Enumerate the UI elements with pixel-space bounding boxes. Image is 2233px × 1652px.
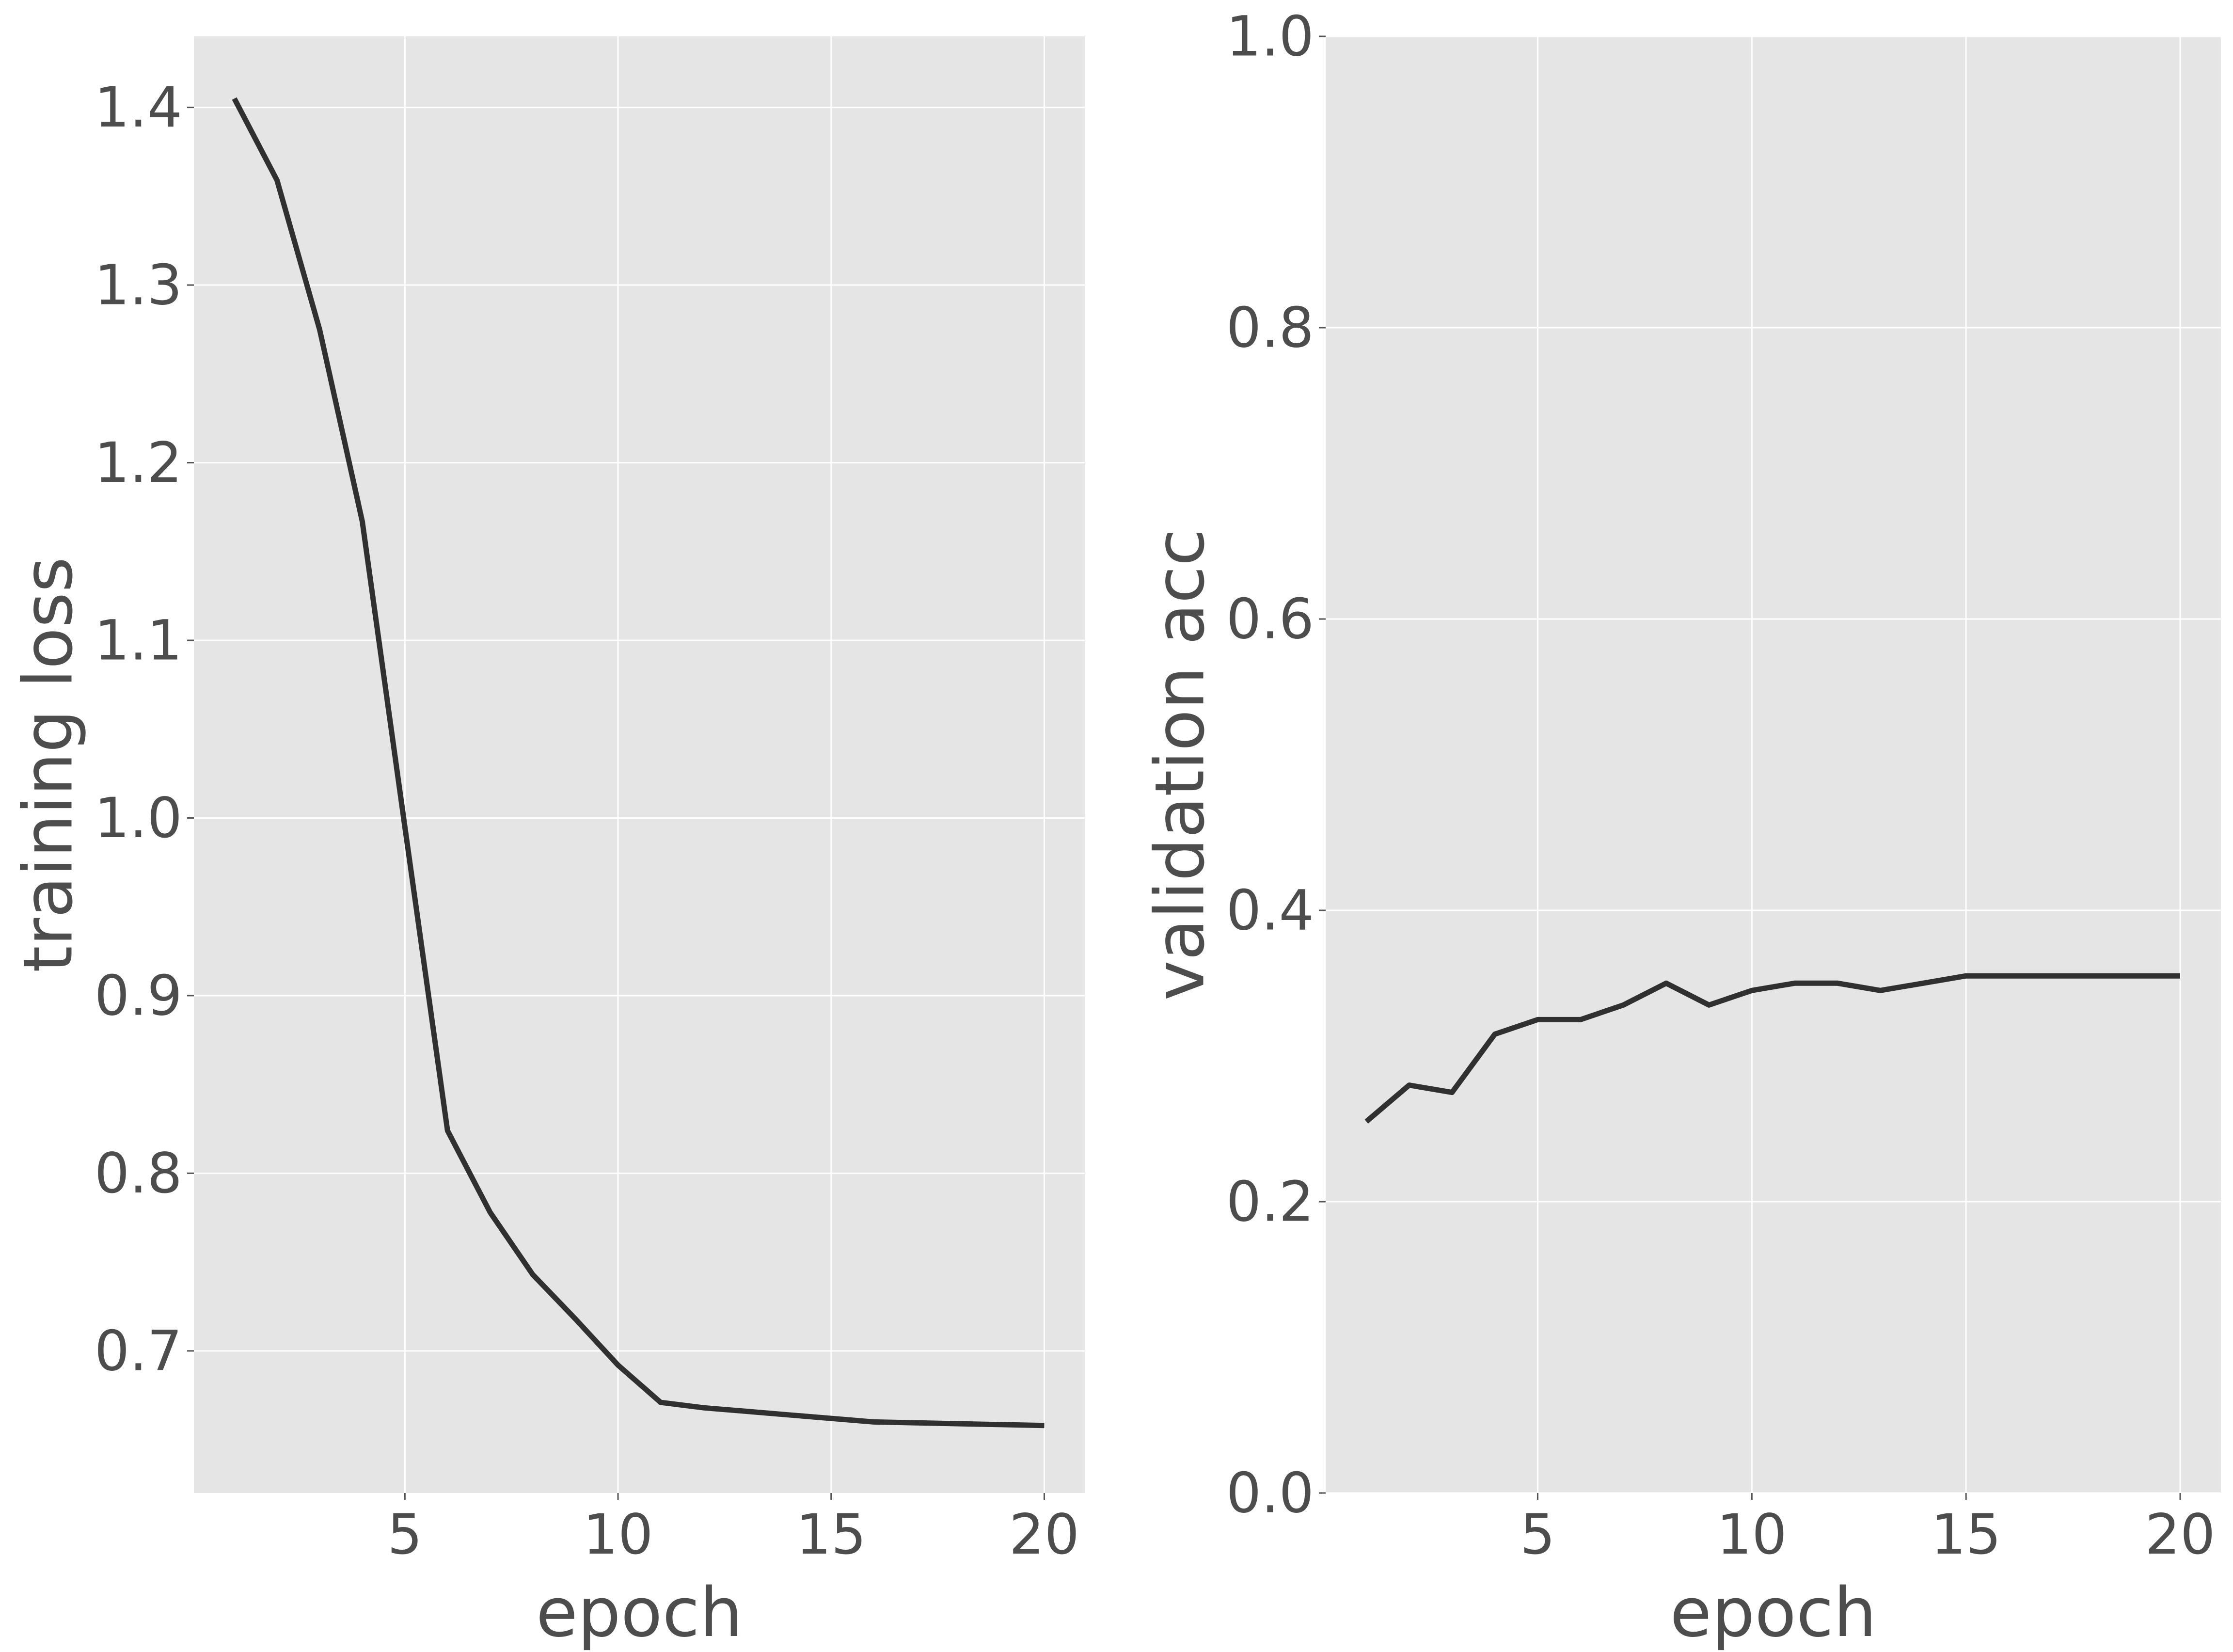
x-tick-label: 10	[583, 1502, 653, 1567]
data-point	[872, 1420, 876, 1424]
data-point	[317, 328, 321, 332]
data-point	[787, 1413, 791, 1417]
x-tick-label: 20	[1009, 1502, 1079, 1567]
data-point	[233, 96, 237, 100]
y-tick-label: 1.3	[95, 253, 182, 318]
x-tick-label: 10	[1717, 1502, 1787, 1567]
y-tick-label: 1.0	[95, 786, 182, 850]
validation-acc-panel: 5 10 15 20 0.0 0.2 0.4 0.6 0.8 1.0 epoch validation…	[1141, 4, 2221, 1652]
data-point	[1042, 1424, 1046, 1428]
y-tick-label: 0.0	[1226, 1461, 1314, 1525]
x-tick-label: 5	[1520, 1502, 1555, 1567]
y-tick-label: 0.8	[1226, 296, 1314, 360]
plot-area	[194, 36, 1085, 1493]
x-tick-label: 20	[2145, 1502, 2216, 1567]
y-tick-label: 0.6	[1226, 587, 1314, 651]
y-tick-label: 0.8	[95, 1141, 182, 1206]
data-point	[1750, 988, 1754, 992]
data-point	[2092, 974, 2096, 978]
data-point	[1493, 1032, 1497, 1036]
data-point	[275, 178, 279, 182]
data-point	[2050, 974, 2054, 978]
data-point	[2136, 974, 2139, 978]
data-point	[701, 1406, 705, 1410]
data-point	[616, 1363, 620, 1367]
data-point	[1707, 1003, 1711, 1007]
data-point	[659, 1400, 663, 1404]
data-point	[1364, 1120, 1368, 1124]
data-point	[1836, 981, 1839, 985]
data-point	[1664, 981, 1668, 985]
y-tick-label: 0.9	[95, 963, 182, 1028]
series-line	[1364, 973, 2180, 1124]
y-tick-label: 0.4	[1226, 878, 1314, 943]
y-tick-label: 0.7	[95, 1318, 182, 1383]
x-axis-label: epoch	[536, 1573, 743, 1652]
y-axis-label: validation acc	[1141, 529, 1220, 1001]
y-tick-label: 1.4	[95, 75, 182, 140]
data-point	[1536, 1017, 1539, 1021]
data-point	[531, 1272, 535, 1276]
training-loss-panel: 5 10 15 20 0.7 0.8 0.9 1.0 1.1 1.2 1.3 1.4 epoch trai…	[9, 36, 1085, 1652]
data-point	[1921, 981, 1925, 985]
data-point	[829, 1416, 833, 1420]
x-tick-label: 15	[796, 1502, 866, 1567]
data-point	[1000, 1423, 1004, 1427]
series-line	[232, 97, 1045, 1429]
x-axis-label: epoch	[1670, 1573, 1876, 1652]
data-point	[2178, 974, 2182, 978]
data-point	[1878, 988, 1882, 992]
x-tick-label: 5	[387, 1502, 423, 1567]
data-point	[403, 825, 407, 829]
plot-area	[1326, 36, 2221, 1493]
y-tick-label: 0.2	[1226, 1170, 1314, 1234]
data-point	[360, 519, 364, 523]
data-point	[744, 1409, 748, 1413]
y-axis-label: training loss	[9, 557, 88, 972]
data-point	[2007, 974, 2011, 978]
data-point	[1793, 981, 1797, 985]
data-point	[488, 1210, 492, 1214]
data-point	[445, 1128, 449, 1132]
data-point	[1964, 974, 1968, 978]
data-point	[573, 1317, 577, 1321]
data-point	[915, 1421, 919, 1425]
data-point	[957, 1422, 961, 1426]
data-point	[1450, 1091, 1454, 1095]
data-point	[1407, 1083, 1411, 1087]
y-tick-label: 1.0	[1226, 4, 1314, 69]
y-tick-label: 1.2	[95, 430, 182, 495]
data-point	[1579, 1017, 1583, 1021]
y-tick-label: 1.1	[95, 608, 182, 672]
x-tick-label: 15	[1931, 1502, 2001, 1567]
data-point	[1621, 1003, 1625, 1007]
